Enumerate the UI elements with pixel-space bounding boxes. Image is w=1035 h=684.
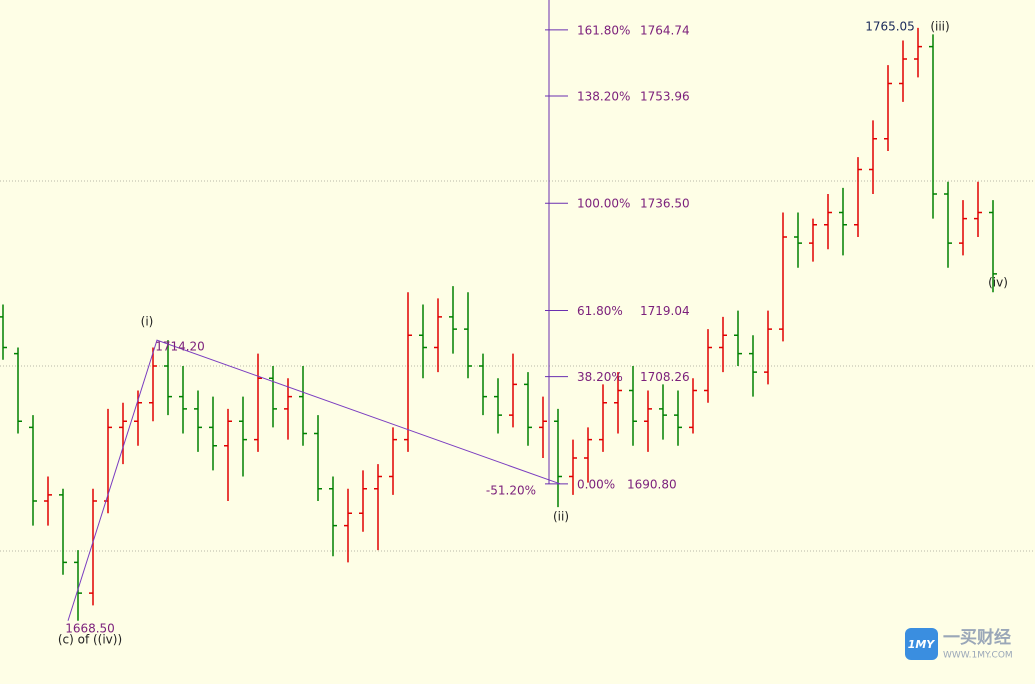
wave-label: (c) of ((iv)): [58, 633, 122, 647]
fib-price: 1753.96: [640, 90, 690, 104]
fib-pct: 0.00%: [577, 477, 615, 491]
wave-price: 1765.05: [865, 20, 915, 34]
ohlc-bar: [0, 304, 7, 360]
ohlc-bar: [14, 347, 22, 434]
wave-label: (iii): [930, 20, 949, 34]
fib-price: 1708.26: [640, 370, 690, 384]
watermark-url: WWW.1MY.COM: [943, 651, 1013, 661]
ohlc-bar: [434, 298, 442, 373]
fib-pct: 138.20%: [577, 90, 630, 104]
ohlc-bar: [554, 408, 562, 508]
ohlc-bar: [944, 181, 952, 268]
logo-box: [905, 628, 938, 660]
fib-pct: 61.80%: [577, 304, 623, 318]
ohlc-bar: [509, 353, 517, 428]
logo-text: 1MY: [908, 638, 936, 651]
watermark: 1MY 一买财经 WWW.1MY.COM: [905, 627, 1013, 661]
ohlc-bar: [974, 181, 982, 238]
ohlc-bar: [959, 200, 967, 256]
fib-pct: 100.00%: [577, 197, 630, 211]
ohlc-bar: [614, 372, 622, 434]
fib-price: 1719.04: [640, 304, 690, 318]
fib-price: 1690.80: [627, 477, 677, 491]
ohlc-bar: [329, 476, 337, 557]
wave-price: 1714.20: [155, 340, 205, 354]
ohlc-bar: [704, 329, 712, 403]
ohlc-bar: [359, 470, 367, 532]
ohlc-bar: [524, 372, 532, 446]
ohlc-bar: [464, 292, 472, 379]
ohlc-bar: [854, 157, 862, 238]
ohlc-bar: [659, 384, 667, 440]
ohlc-bar: [764, 310, 772, 385]
ohlc-bar: [869, 120, 877, 195]
ohlc-bar: [644, 390, 652, 452]
wave-label: (ii): [553, 510, 569, 524]
ohlc-bar: [494, 378, 502, 434]
ohlc-bar: [449, 286, 457, 354]
ohlc-bar: [539, 396, 547, 459]
ohlc-bar: [239, 396, 247, 477]
ohlc-bar: [344, 488, 352, 563]
ohlc-bar: [314, 415, 322, 502]
fib-pct: 161.80%: [577, 23, 630, 37]
ohlc-bar: [839, 187, 847, 256]
ohlc-bar: [419, 304, 427, 379]
ohlc-bar: [929, 34, 937, 219]
ohlc-bar: [59, 488, 67, 575]
ohlc-bar: [194, 390, 202, 452]
ohlc-bar: [74, 550, 82, 621]
wave-label: (iv): [988, 276, 1008, 290]
ohlc-bar: [29, 415, 37, 526]
fib-pct: 38.20%: [577, 370, 623, 384]
ohlc-bar: [404, 292, 412, 452]
ohlc-bar: [89, 488, 97, 606]
ohlc-bar: [809, 218, 817, 262]
ohlc-bar: [179, 365, 187, 434]
ohlc-bar: [884, 65, 892, 152]
ohlc-bar: [914, 27, 922, 78]
ohlc-bar: [149, 347, 157, 422]
wave-label: (i): [141, 315, 154, 329]
ohlc-bar: [629, 365, 637, 446]
ohlc-bar: [779, 212, 787, 342]
ohlc-bar: [734, 310, 742, 366]
ohlc-bar: [599, 384, 607, 452]
ohlc-bar: [689, 378, 697, 434]
ohlc-bar: [479, 353, 487, 416]
ohlc-bar: [719, 316, 727, 373]
ohlc-bar: [569, 439, 577, 495]
ohlc-bar: [104, 408, 112, 514]
wave-price: 1668.50: [65, 622, 115, 636]
ohlc-bar: [374, 464, 382, 551]
ohlc-bar: [224, 408, 232, 502]
ohlc-bar: [794, 212, 802, 268]
ohlc-bar: [749, 335, 757, 397]
ohlc-bar: [389, 427, 397, 495]
ohlc-bar: [254, 353, 262, 452]
wave-line: [67, 339, 561, 621]
ohlc-bar: [299, 365, 307, 446]
ohlc-bar: [824, 194, 832, 250]
ohlc-bar: [674, 390, 682, 446]
ohlc-bar: [899, 40, 907, 102]
ohlc-bar: [119, 402, 127, 465]
ohlc-bar: [584, 427, 592, 483]
ohlc-bar: [164, 340, 172, 416]
ohlc-bar: [44, 476, 52, 526]
ohlc-bar: [284, 378, 292, 440]
fib-extension: -51.20%: [486, 483, 536, 497]
fib-price: 1764.74: [640, 23, 690, 37]
ohlc-bar: [989, 200, 997, 293]
ohlc-bar: [209, 396, 217, 471]
fib-price: 1736.50: [640, 197, 690, 211]
ohlc-bar: [269, 365, 277, 428]
watermark-name: 一买财经: [943, 627, 1011, 648]
